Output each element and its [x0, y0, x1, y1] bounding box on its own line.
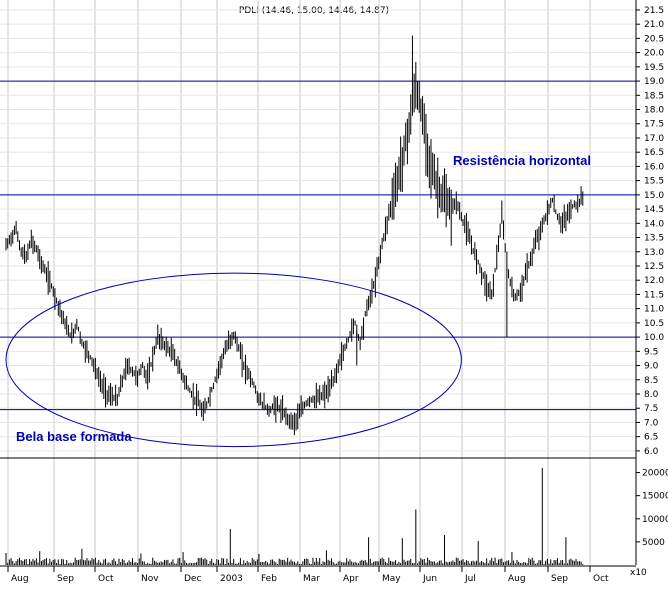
price-y-tick-label: 15.5: [644, 177, 664, 187]
price-y-tick-label: 8.5: [644, 376, 658, 386]
x-tick-label: May: [382, 574, 401, 584]
x-tick-label: Sep: [57, 574, 74, 584]
price-y-tick-label: 19.5: [644, 63, 664, 73]
price-y-tick-label: 13.0: [644, 248, 664, 258]
horizontal-reference-lines: [0, 80, 636, 411]
price-y-tick-label: 7.0: [644, 418, 659, 428]
price-y-tick-label: 20.0: [644, 49, 664, 59]
price-y-axis: 6.0 6.5 7.0 7.5 8.0 8.5 9.0 9.5 10.0 10.5 11.0 11.5…: [636, 6, 664, 457]
x-tick-label: Aug: [11, 574, 29, 584]
price-y-tick-label: 11.0: [644, 305, 664, 315]
annotation-resistencia-horizontal: Resistência horizontal: [453, 153, 591, 168]
x-tick-label: Apr: [343, 574, 359, 584]
volume-panel: 5000 10000 15000 20000 x10: [0, 457, 668, 578]
price-y-tick-label: 11.5: [644, 290, 664, 300]
price-y-tick-label: 18.0: [644, 106, 664, 116]
price-y-tick-label: 12.5: [644, 262, 664, 272]
volume-y-tick-label: 5000: [642, 538, 665, 548]
x-tick-label: Mar: [303, 574, 320, 584]
price-y-tick-label: 15.0: [644, 191, 664, 201]
x-tick-label: Nov: [141, 574, 159, 584]
volume-y-axis: 5000 10000 15000 20000: [636, 469, 668, 548]
x-tick-label: Jul: [464, 574, 476, 584]
x-tick-label: 2003: [220, 574, 243, 584]
x-tick-label: Jun: [422, 574, 437, 584]
volume-y-tick-label: 10000: [642, 515, 668, 525]
price-y-tick-label: 17.5: [644, 120, 664, 130]
price-y-tick-label: 16.0: [644, 162, 664, 172]
volume-multiplier-label: x10: [630, 568, 647, 578]
price-bars: [5, 35, 584, 436]
x-tick-label: Aug: [508, 574, 526, 584]
price-y-tick-label: 9.5: [644, 347, 658, 357]
price-y-tick-label: 19.0: [644, 77, 664, 87]
vertical-gridlines: [7, 0, 591, 565]
x-tick-label: Feb: [261, 574, 277, 584]
price-y-tick-label: 20.5: [644, 34, 664, 44]
price-y-tick-label: 21.5: [644, 6, 664, 16]
price-y-tick-label: 7.5: [644, 404, 658, 414]
price-y-tick-label: 10.0: [644, 333, 664, 343]
price-y-tick-label: 6.5: [644, 433, 658, 443]
base-ellipse: [5, 272, 462, 448]
volume-y-tick-label: 20000: [642, 469, 668, 479]
price-y-tick-label: 18.5: [644, 91, 664, 101]
price-y-tick-label: 16.5: [644, 148, 664, 158]
price-y-tick-label: 9.0: [644, 362, 659, 372]
price-y-tick-label: 14.0: [644, 219, 664, 229]
price-y-tick-label: 17.0: [644, 134, 664, 144]
price-y-tick-label: 10.5: [644, 319, 664, 329]
x-tick-label: Oct: [98, 574, 114, 584]
x-axis: Aug Sep Oct Nov Dec 2003 Feb Mar Apr May Jun Jul Aug…: [0, 565, 636, 584]
x-tick-label: Oct: [593, 574, 609, 584]
price-y-tick-label: 12.0: [644, 276, 664, 286]
annotation-bela-base-formada: Bela base formada: [16, 429, 132, 444]
volume-y-tick-label: 15000: [642, 492, 668, 502]
price-y-tick-label: 13.5: [644, 234, 664, 244]
price-y-tick-label: 14.5: [644, 205, 664, 215]
price-y-tick-label: 21.0: [644, 20, 664, 30]
x-tick-label: Dec: [184, 574, 201, 584]
price-y-tick-label: 6.0: [644, 447, 659, 457]
price-panel: PDLI (14.46, 15.00, 14.46, 14.87) Resist…: [0, 0, 664, 565]
price-y-tick-label: 8.0: [644, 390, 659, 400]
x-tick-label: Sep: [551, 574, 568, 584]
volume-bars: [5, 467, 584, 565]
chart-title: PDLI (14.46, 15.00, 14.46, 14.87): [239, 6, 389, 16]
